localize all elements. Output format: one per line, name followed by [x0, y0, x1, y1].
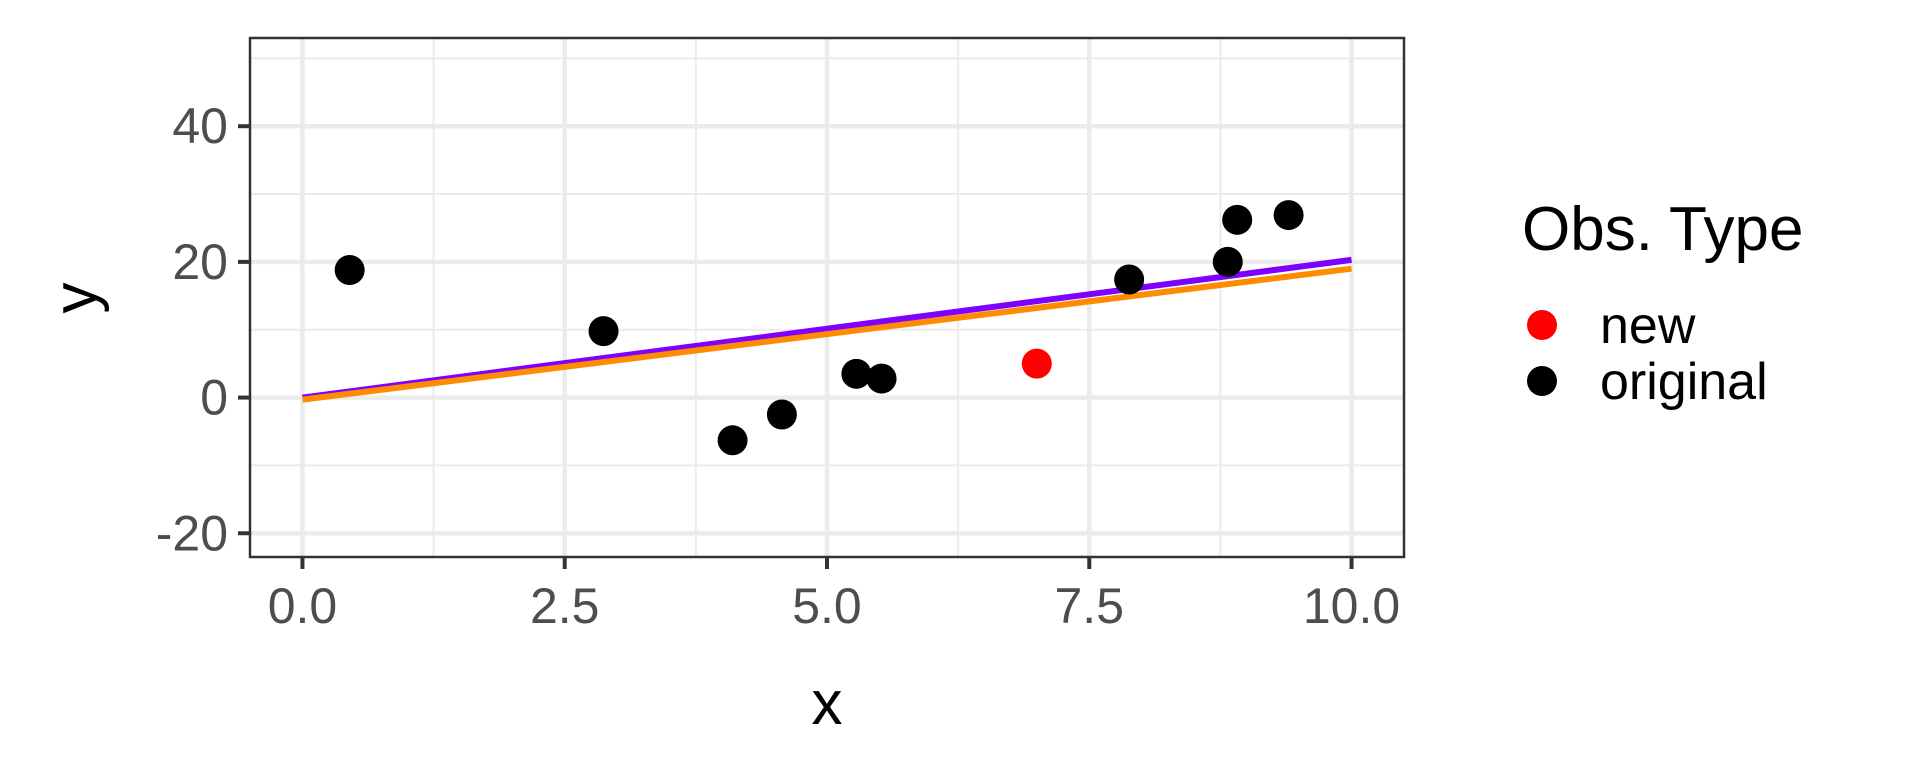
data-point-original [766, 399, 797, 430]
x-tick-label: 2.5 [530, 578, 600, 634]
data-points [334, 200, 1304, 456]
legend-label-new: new [1600, 297, 1696, 355]
data-point-original [717, 425, 748, 456]
y-axis-title: y [41, 283, 110, 314]
data-point-new [1021, 348, 1052, 379]
fit-lines [302, 256, 1352, 403]
fit-line [302, 256, 1352, 401]
data-point-original [334, 255, 365, 286]
data-point-original [1212, 246, 1243, 277]
major-gridlines [250, 38, 1404, 557]
fit-line [302, 265, 1352, 403]
legend-key-new [1527, 310, 1557, 340]
legend-title: Obs. Type [1522, 195, 1803, 264]
y-tick-label: 40 [172, 98, 228, 154]
x-tick-label: 10.0 [1303, 578, 1400, 634]
data-point-original [841, 358, 872, 389]
data-point-original [1222, 204, 1253, 235]
x-tick-label: 0.0 [268, 578, 338, 634]
x-axis: 0.0 2.5 5.0 7.5 10.0 [268, 557, 1400, 634]
data-point-original [866, 363, 897, 394]
x-tick-label: 5.0 [792, 578, 862, 634]
y-tick-label: -20 [156, 505, 228, 561]
y-tick-label: 0 [200, 370, 228, 426]
y-tick-label: 20 [172, 234, 228, 290]
legend-label-original: original [1600, 353, 1768, 411]
x-axis-title: x [812, 669, 843, 738]
data-point-original [588, 316, 619, 347]
legend-key-original [1527, 366, 1557, 396]
data-point-original [1114, 264, 1145, 295]
data-point-original [1273, 200, 1304, 231]
x-tick-label: 7.5 [1055, 578, 1125, 634]
y-axis: -20 0 20 40 [156, 98, 250, 561]
